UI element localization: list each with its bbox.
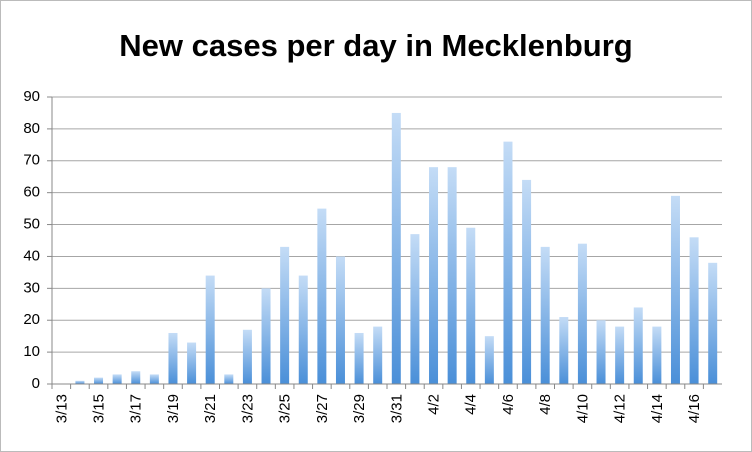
bar: [633, 307, 643, 384]
x-tick-label: 4/16: [686, 394, 703, 423]
bar: [317, 208, 327, 384]
bar: [280, 246, 290, 384]
x-tick-label: 4/6: [500, 394, 517, 415]
bar: [503, 141, 513, 384]
bar: [242, 329, 252, 384]
bar: [205, 275, 215, 384]
x-tick-label: 3/19: [165, 394, 182, 423]
y-tick-label: 20: [23, 311, 40, 328]
y-tick-label: 70: [23, 152, 40, 169]
x-tick-label: 4/2: [425, 394, 442, 415]
y-tick-label: 0: [32, 375, 40, 392]
bar: [94, 377, 104, 384]
bar: [112, 374, 122, 384]
x-tick-label: 3/25: [277, 394, 294, 423]
y-tick-label: 50: [23, 216, 40, 233]
x-tick-label: 4/8: [537, 394, 554, 415]
x-tick-label: 3/23: [239, 394, 256, 423]
bar: [261, 288, 271, 384]
bar: [689, 237, 699, 384]
bar: [559, 317, 569, 384]
x-tick-label: 4/12: [612, 394, 629, 423]
bar: [224, 374, 234, 384]
x-tick-label: 3/15: [90, 394, 107, 423]
bar: [652, 326, 662, 384]
x-tick-label: 4/4: [463, 394, 480, 415]
bar: [187, 342, 197, 384]
bar: [429, 167, 439, 384]
y-tick-label: 90: [23, 88, 40, 105]
bar: [708, 262, 718, 384]
bar: [75, 380, 85, 384]
bar: [670, 195, 680, 384]
bar: [484, 336, 494, 384]
bar: [522, 179, 532, 384]
x-tick-label: 3/27: [314, 394, 331, 423]
bar: [373, 326, 383, 384]
y-tick-label: 80: [23, 120, 40, 137]
y-tick-label: 60: [23, 184, 40, 201]
bar: [447, 167, 457, 384]
x-tick-label: 4/10: [574, 394, 591, 423]
bar: [298, 275, 308, 384]
bar: [149, 374, 159, 384]
bar: [596, 320, 606, 384]
bar: [615, 326, 625, 384]
bar: [577, 243, 587, 384]
y-tick-label: 30: [23, 279, 40, 296]
x-tick-label: 3/31: [388, 394, 405, 423]
x-tick-label: 3/13: [53, 394, 70, 423]
chart-title: New cases per day in Mecklenburg: [119, 28, 632, 63]
bar: [168, 332, 178, 384]
y-tick-label: 10: [23, 343, 40, 360]
bar: [391, 112, 401, 384]
bar: [410, 234, 420, 384]
x-tick-label: 3/17: [128, 394, 145, 423]
x-tick-label: 3/29: [351, 394, 368, 423]
bar: [354, 332, 364, 384]
bar: [335, 256, 345, 384]
x-tick-label: 3/21: [202, 394, 219, 423]
bar: [131, 371, 141, 384]
x-tick-label: 4/14: [649, 394, 666, 423]
bar: [466, 227, 476, 384]
bar: [540, 246, 550, 384]
y-tick-label: 40: [23, 247, 40, 264]
